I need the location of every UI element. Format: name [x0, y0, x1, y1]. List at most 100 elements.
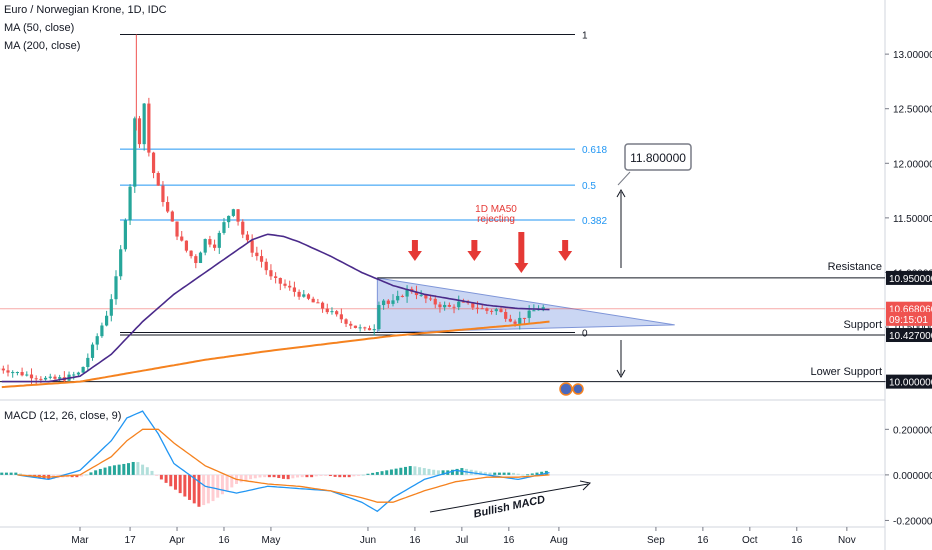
- macd-histogram-bar: [136, 462, 140, 475]
- macd-histogram-bar: [108, 466, 112, 475]
- candle-body: [330, 311, 334, 313]
- candle-body: [189, 250, 193, 257]
- price-badge-label: 10.950000: [889, 274, 932, 285]
- macd-histogram-bar: [9, 472, 13, 475]
- macd-tick-label: 0.000000: [893, 471, 932, 482]
- macd-histogram-bar: [122, 463, 126, 475]
- lower-support-label: Lower Support: [810, 366, 882, 378]
- candle-body: [259, 256, 264, 262]
- candle-body: [344, 319, 348, 324]
- candle-body: [396, 295, 400, 301]
- candle-body: [541, 307, 545, 310]
- candle-body: [278, 277, 282, 284]
- candle-body: [128, 186, 132, 221]
- ma50-line: [1, 233, 550, 383]
- macd-histogram-bar: [394, 468, 398, 475]
- macd-histogram-bar: [347, 474, 351, 478]
- macd-histogram-bar: [375, 472, 379, 475]
- macd-histogram-bar: [502, 472, 506, 475]
- candle-body: [137, 118, 142, 145]
- event-marker: [572, 383, 584, 395]
- time-tick-label: 16: [503, 535, 515, 546]
- candle-body: [475, 307, 480, 309]
- macd-histogram-bar: [366, 473, 370, 475]
- ma50-note-line2: rejecting: [477, 214, 515, 225]
- macd-histogram-bar: [300, 474, 304, 478]
- candle-body: [1, 368, 5, 371]
- macd-histogram-bar: [422, 468, 426, 475]
- time-tick-label: 16: [218, 535, 230, 546]
- candle-body: [532, 310, 536, 312]
- candle-body: [349, 323, 353, 326]
- macd-histogram-bar: [145, 467, 149, 475]
- time-tick-label: Nov: [838, 535, 856, 546]
- fib-label-3: 0.382: [582, 216, 607, 227]
- symbol-title[interactable]: Euro / Norwegian Krone, 1D, IDC: [4, 4, 167, 16]
- candle-body: [53, 376, 57, 379]
- macd-histogram-bar: [239, 474, 243, 483]
- candle-body: [123, 220, 127, 250]
- macd-legend[interactable]: MACD (12, 26, close, 9): [4, 410, 122, 422]
- candle-body: [217, 232, 221, 248]
- candle-body: [504, 311, 508, 319]
- macd-histogram-bar: [455, 468, 459, 475]
- macd-histogram-bar: [80, 474, 84, 477]
- rejection-arrow-0: [411, 240, 418, 252]
- candle-body: [382, 300, 386, 306]
- candle-body: [428, 298, 433, 300]
- macd-histogram-bar: [103, 467, 107, 475]
- candle-body: [180, 236, 184, 241]
- macd-histogram-bar: [127, 463, 131, 475]
- candle-body: [133, 118, 137, 187]
- candle-body: [25, 374, 29, 376]
- candle-body: [175, 221, 179, 237]
- rejection-arrow-2: [518, 232, 525, 264]
- axes: 13.00000012.50000012.00000011.50000011.0…: [71, 50, 932, 546]
- candle-body: [358, 327, 362, 329]
- candle-body: [114, 276, 118, 300]
- macd-histogram-bar: [380, 471, 384, 475]
- macd-histogram-bar: [497, 472, 501, 475]
- ma50-legend[interactable]: MA (50, close): [4, 22, 75, 34]
- candle-body: [288, 285, 292, 288]
- macd-histogram-bar: [413, 466, 417, 475]
- price-badge: [886, 270, 932, 285]
- candle-body: [29, 374, 34, 379]
- time-tick-label: Aug: [550, 535, 568, 546]
- candle-body: [198, 252, 203, 264]
- macd-histogram-bar: [328, 474, 332, 477]
- time-tick-label: Jun: [360, 535, 376, 546]
- macd-histogram-bar: [220, 474, 224, 495]
- macd-histogram-bar: [512, 472, 516, 475]
- candle-body: [166, 202, 170, 212]
- target-box: [624, 143, 692, 171]
- candle-body: [81, 366, 85, 373]
- macd-histogram-bar: [150, 470, 154, 475]
- candle-body: [372, 329, 376, 331]
- macd-histogram-bar: [178, 474, 182, 494]
- candle-body: [119, 249, 123, 277]
- macd-histogram-bar: [427, 468, 431, 475]
- candle-body: [156, 173, 160, 186]
- price-badge-label: 10.427000: [889, 331, 932, 342]
- candle-body: [100, 325, 104, 337]
- candle-body: [48, 376, 52, 378]
- upside-arrowhead: [616, 188, 626, 198]
- resistance-label: Resistance: [828, 261, 882, 273]
- ma200-legend[interactable]: MA (200, close): [4, 40, 81, 52]
- macd-histogram-bar: [159, 474, 163, 480]
- macd-histogram-bar: [324, 474, 328, 476]
- macd-histogram-bar: [418, 467, 422, 475]
- macd-histogram-bar: [507, 472, 511, 475]
- candle-body: [494, 309, 498, 312]
- price-badge: [886, 374, 932, 389]
- macd-histogram-bar: [244, 474, 248, 481]
- macd-histogram-bar: [432, 469, 436, 475]
- macd-histogram-bar: [253, 474, 257, 479]
- bullish-macd-arrowhead: [579, 480, 592, 491]
- candle-body: [447, 304, 451, 307]
- fib-label-0: 1: [582, 30, 588, 41]
- candle-body: [363, 327, 367, 329]
- macd-histogram-bar: [89, 472, 93, 475]
- candle-body: [522, 317, 527, 319]
